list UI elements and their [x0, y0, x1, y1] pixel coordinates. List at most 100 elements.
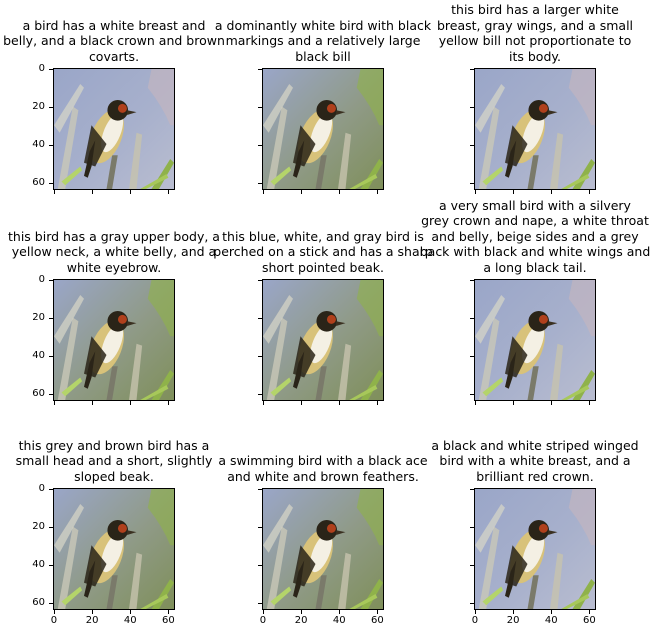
x-tick — [589, 401, 591, 405]
image-axes — [474, 279, 596, 401]
image-axes — [474, 68, 596, 190]
image-axes — [53, 488, 175, 610]
x-tick — [551, 190, 553, 194]
y-tick — [258, 394, 262, 396]
x-tick-label: 40 — [332, 615, 346, 626]
x-tick — [339, 190, 341, 194]
y-tick — [258, 107, 262, 109]
x-tick — [474, 190, 476, 194]
y-tick — [258, 527, 262, 529]
panel-caption: a swimming bird with a black ace and whi… — [218, 453, 428, 484]
x-tick — [53, 190, 55, 194]
x-tick — [474, 401, 476, 405]
x-tick — [513, 401, 515, 405]
y-tick — [49, 107, 53, 109]
y-tick — [470, 356, 474, 358]
panel-caption: a very small bird with a silvery grey cr… — [419, 197, 651, 275]
panel-caption: a dominantly white bird with black marki… — [214, 17, 432, 64]
y-tick — [470, 145, 474, 147]
y-tick — [258, 279, 262, 281]
y-tick — [49, 356, 53, 358]
x-tick — [130, 401, 132, 405]
y-tick-label: 20 — [32, 101, 45, 113]
y-tick — [470, 279, 474, 281]
y-tick — [49, 318, 53, 320]
bird-image — [54, 69, 174, 189]
x-tick — [168, 610, 170, 614]
x-tick-label: 20 — [506, 615, 520, 626]
x-tick — [377, 610, 379, 614]
y-tick — [470, 68, 474, 70]
x-tick — [262, 190, 264, 194]
x-tick-label: 40 — [544, 615, 558, 626]
y-tick — [49, 603, 53, 605]
x-tick — [53, 401, 55, 405]
x-tick — [301, 610, 303, 614]
y-tick-label: 20 — [32, 521, 45, 533]
y-tick — [258, 356, 262, 358]
x-tick — [551, 610, 553, 614]
x-tick — [168, 190, 170, 194]
y-tick — [49, 394, 53, 396]
y-tick — [49, 68, 53, 70]
x-tick-label: 60 — [161, 615, 175, 626]
y-tick-label: 40 — [32, 350, 45, 362]
x-tick-label: 60 — [582, 615, 596, 626]
x-tick — [474, 610, 476, 614]
y-tick-label: 60 — [32, 177, 45, 189]
x-tick — [130, 190, 132, 194]
y-tick-label: 60 — [32, 388, 45, 400]
image-axes — [474, 488, 596, 610]
x-tick-label: 0 — [471, 615, 479, 626]
panel-caption: this bird has a gray upper body, a yello… — [8, 228, 220, 275]
x-tick-label: 20 — [294, 615, 308, 626]
x-tick-label: 0 — [50, 615, 58, 626]
y-tick — [49, 279, 53, 281]
y-tick — [258, 565, 262, 567]
y-tick — [470, 565, 474, 567]
x-tick-label: 20 — [85, 615, 99, 626]
y-tick-label: 40 — [32, 559, 45, 571]
y-tick — [49, 565, 53, 567]
image-axes — [53, 68, 175, 190]
image-axes — [53, 279, 175, 401]
y-tick — [258, 488, 262, 490]
bird-image — [475, 280, 595, 400]
y-tick — [49, 527, 53, 529]
panel-caption: this blue, white, and gray bird is perch… — [213, 228, 433, 275]
panel-caption: this bird has a larger white breast, gra… — [436, 2, 634, 64]
y-tick — [49, 488, 53, 490]
x-tick — [301, 190, 303, 194]
bird-image — [475, 69, 595, 189]
bird-image — [54, 489, 174, 609]
image-axes — [262, 279, 384, 401]
image-axes — [262, 68, 384, 190]
y-tick — [470, 318, 474, 320]
y-tick — [258, 145, 262, 147]
x-tick — [262, 401, 264, 405]
y-tick — [470, 603, 474, 605]
x-tick-label: 0 — [259, 615, 267, 626]
y-tick — [470, 183, 474, 185]
x-tick-label: 40 — [123, 615, 137, 626]
bird-image — [263, 69, 383, 189]
y-tick-label: 40 — [32, 139, 45, 151]
bird-image — [263, 489, 383, 609]
panel-caption: a black and white striped winged bird wi… — [431, 437, 639, 484]
y-tick — [258, 68, 262, 70]
bird-image — [263, 280, 383, 400]
y-tick-label: 20 — [32, 312, 45, 324]
y-tick — [470, 107, 474, 109]
y-tick — [470, 488, 474, 490]
y-tick — [258, 318, 262, 320]
x-tick — [130, 610, 132, 614]
x-tick — [377, 401, 379, 405]
x-tick — [377, 190, 379, 194]
y-tick-label: 0 — [38, 62, 45, 74]
x-tick — [92, 401, 94, 405]
x-tick-label: 60 — [370, 615, 384, 626]
y-tick — [470, 394, 474, 396]
image-axes — [262, 488, 384, 610]
y-tick-label: 0 — [38, 273, 45, 285]
y-tick-label: 60 — [32, 597, 45, 609]
